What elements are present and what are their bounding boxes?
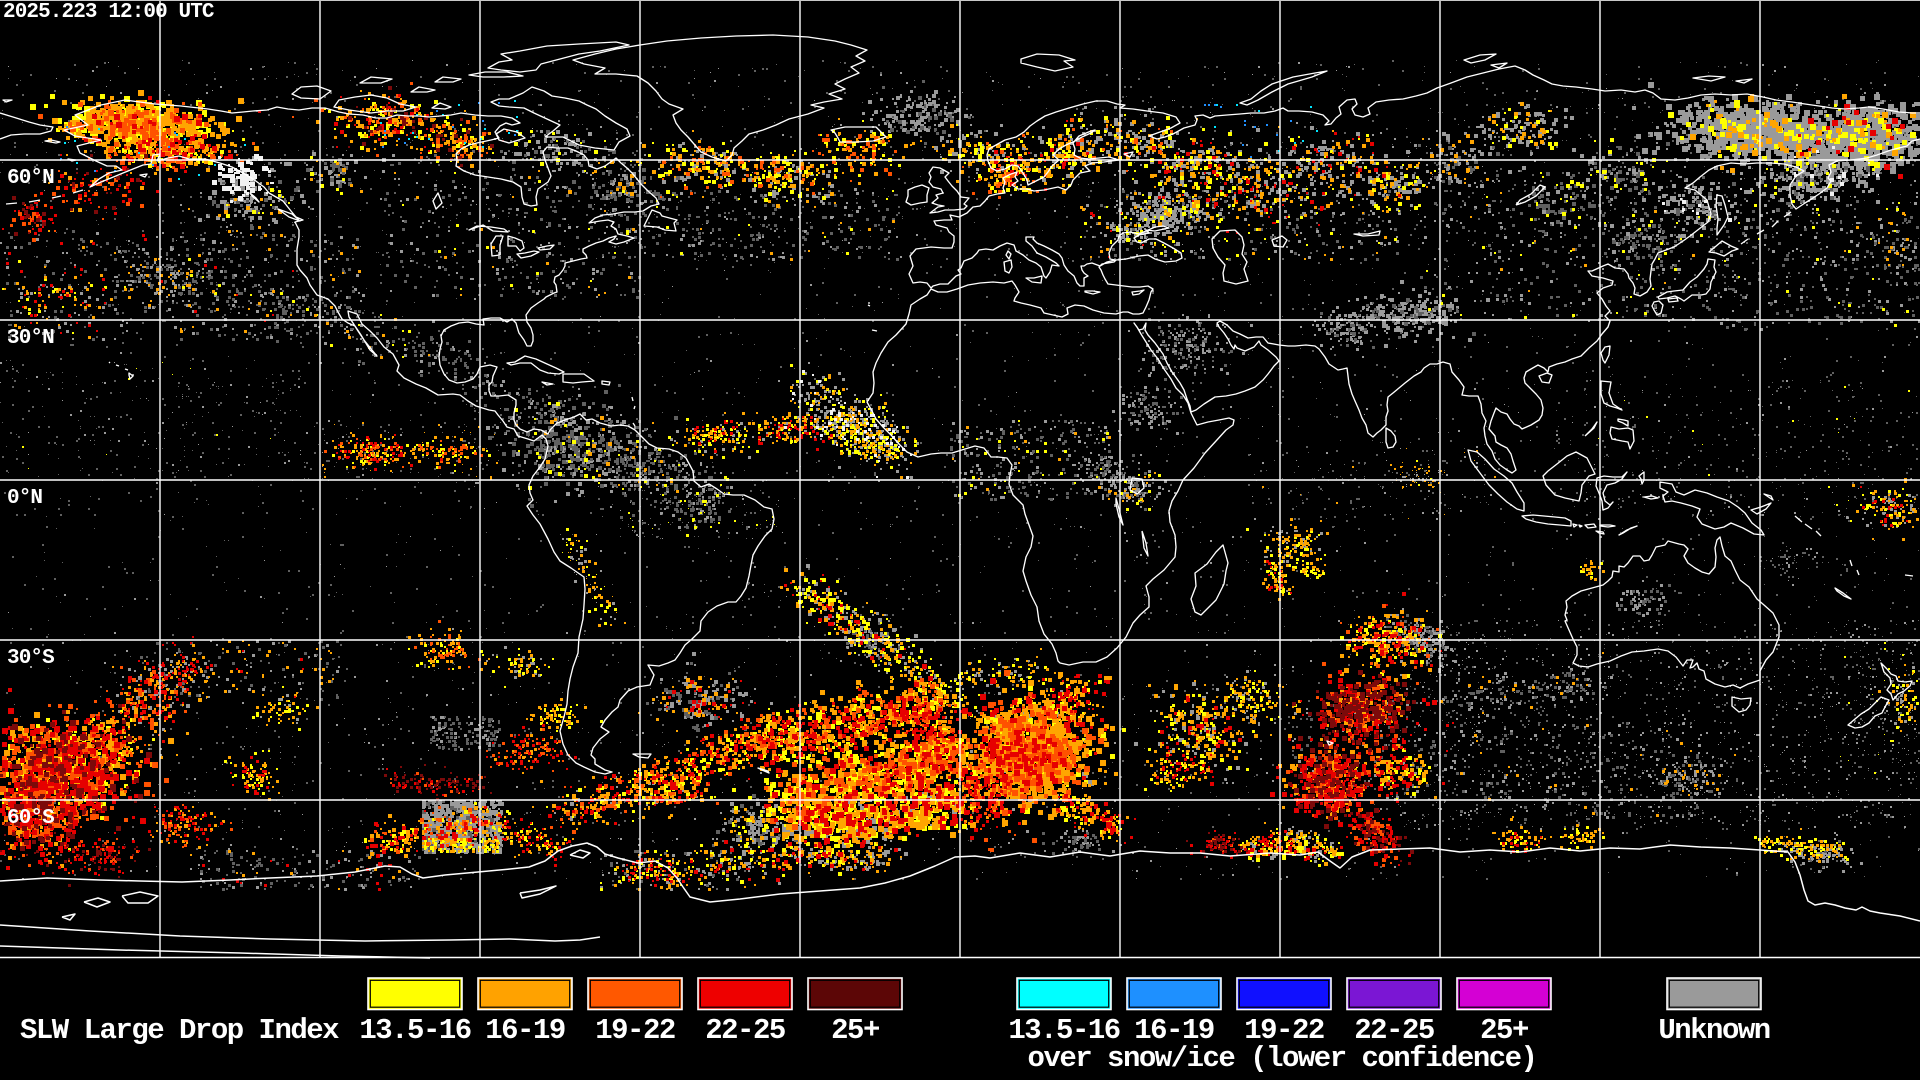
svg-text:SLW Large Drop Index: SLW Large Drop Index — [20, 1014, 339, 1047]
svg-text:over snow/ice (lower confidenc: over snow/ice (lower confidence) — [1028, 1042, 1537, 1075]
svg-text:22-25: 22-25 — [705, 1014, 785, 1047]
svg-text:60°S: 60°S — [7, 807, 54, 830]
svg-text:25+: 25+ — [1480, 1014, 1528, 1047]
svg-text:13.5-16: 13.5-16 — [359, 1014, 470, 1047]
svg-text:13.5-16: 13.5-16 — [1008, 1014, 1119, 1047]
svg-text:19-22: 19-22 — [1244, 1014, 1324, 1047]
svg-text:19-22: 19-22 — [595, 1014, 675, 1047]
svg-text:0°N: 0°N — [7, 487, 42, 510]
svg-text:Unknown: Unknown — [1658, 1014, 1769, 1047]
svg-text:30°N: 30°N — [7, 327, 54, 350]
svg-text:25+: 25+ — [831, 1014, 879, 1047]
svg-text:30°S: 30°S — [7, 647, 54, 670]
svg-text:16-19: 16-19 — [485, 1014, 565, 1047]
svg-text:16-19: 16-19 — [1134, 1014, 1214, 1047]
svg-text:22-25: 22-25 — [1354, 1014, 1434, 1047]
svg-text:2025.223 12:00 UTC: 2025.223 12:00 UTC — [3, 1, 215, 24]
svg-text:60°N: 60°N — [7, 167, 54, 190]
